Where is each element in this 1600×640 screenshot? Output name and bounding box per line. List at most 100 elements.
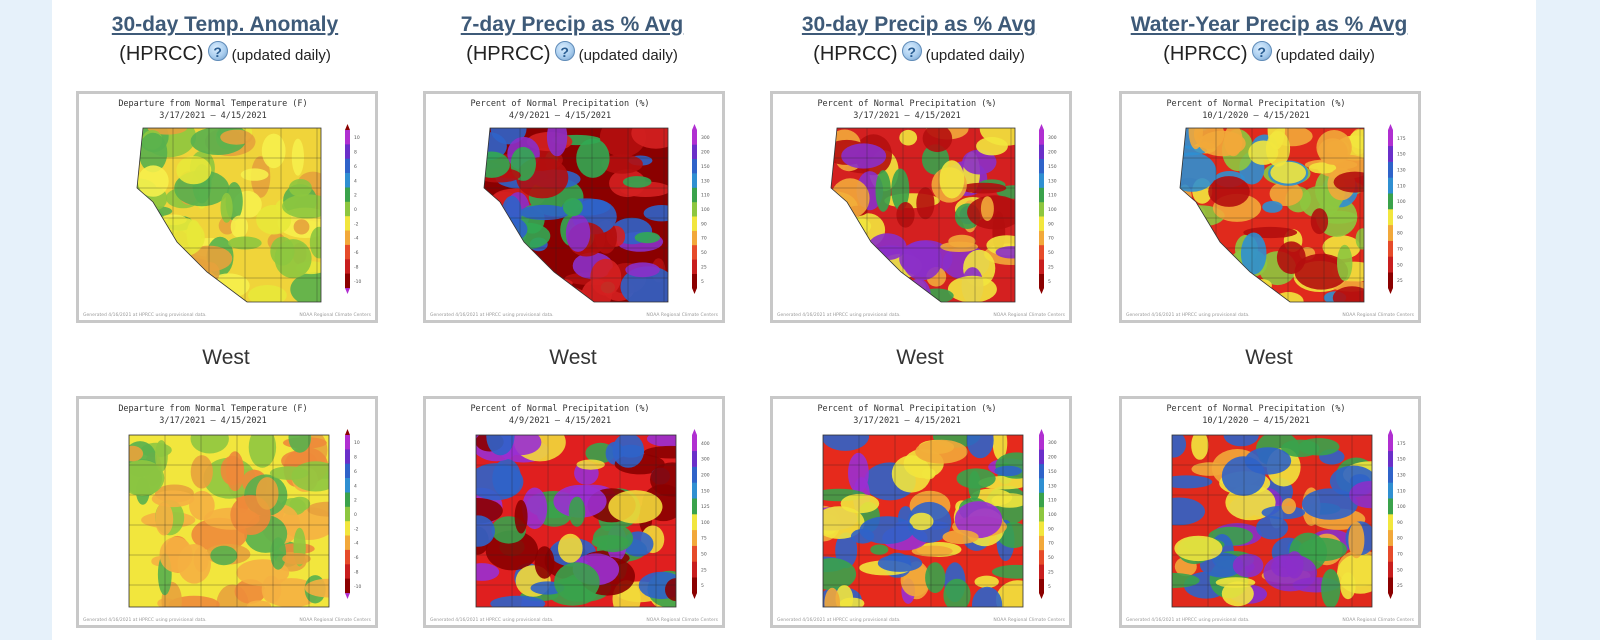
map-footer-credit: Generated 4/16/2021 at HPRCC using provi… [1126,312,1250,318]
title-link-7day-precip[interactable]: 7-day Precip as % Avg [460,13,684,36]
legend-label: 10 [354,135,360,141]
map-dates: 10/1/2020 – 4/15/2021 [1202,416,1309,426]
legend-label: 130 [1397,473,1406,479]
climate-map: Percent of Normal Precipitation (%) 3/17/… [777,99,1066,318]
legend-label: 25 [1048,265,1054,271]
legend-label: 110 [1397,488,1406,494]
legend-label: 100 [1397,199,1406,205]
map-footer-credit: Generated 4/16/2021 at HPRCC using provi… [1126,617,1250,623]
help-icon[interactable]: ? [207,41,228,61]
title-link-wateryear-precip[interactable]: Water-Year Precip as % Avg [1130,13,1408,36]
legend-label: 6 [354,469,357,475]
legend-label: 50 [701,552,707,558]
map-heading: Percent of Normal Precipitation (%) [470,99,649,109]
legend-label: 150 [1048,164,1057,170]
region-label: West [896,346,944,369]
legend-label: -6 [354,555,359,561]
legend-label: 5 [701,583,704,589]
legend-label: 50 [1048,250,1054,256]
map-heading: Percent of Normal Precipitation (%) [470,404,649,414]
legend-label: -10 [354,584,361,590]
map-heading: Departure from Normal Temperature (F) [118,404,307,414]
source-line: (HPRCC)? (updated daily) [754,41,1084,67]
legend-label: 70 [701,236,707,242]
map-dates: 10/1/2020 – 4/15/2021 [1202,111,1309,121]
title-link-30day-precip[interactable]: 30-day Precip as % Avg [801,13,1037,36]
legend-label: 25 [1397,583,1403,589]
map-heading: Departure from Normal Temperature (F) [118,99,307,109]
legend-label: 50 [1397,262,1403,268]
legend-label: 2 [354,498,357,504]
legend-label: 70 [1048,541,1054,547]
legend-label: 300 [701,457,710,463]
map-footer-credit: Generated 4/16/2021 at HPRCC using provi… [777,617,901,623]
climate-map: Departure from Normal Temperature (F) 3/1… [83,99,372,318]
legend-label: 80 [1397,231,1403,237]
map-dates: 3/17/2021 – 4/15/2021 [159,416,266,426]
legend-label: 6 [354,164,357,170]
legend-label: 5 [1048,279,1051,285]
column-wateryear-precip: Water-Year Precip as % Avg (HPRCC)? (upda… [1104,0,1434,67]
climate-map: Percent of Normal Precipitation (%) 4/9/2… [430,99,719,318]
map-heading: Percent of Normal Precipitation (%) [1166,99,1345,109]
legend-label: 90 [1048,526,1054,532]
help-icon[interactable]: ? [554,41,575,61]
legend-label: 50 [701,250,707,256]
updated-note: (updated daily) [925,47,1025,64]
map-dates: 3/17/2021 – 4/15/2021 [853,111,960,121]
climate-map: Departure from Normal Temperature (F) 3/1… [83,404,372,623]
map-thumbnail[interactable]: Departure from Normal Temperature (F) 3/1… [76,91,378,323]
legend-label: 130 [701,178,710,184]
climate-map: Percent of Normal Precipitation (%) 3/17/… [777,404,1066,623]
map-thumbnail[interactable]: Percent of Normal Precipitation (%) 4/9/2… [423,91,725,323]
legend-label: 90 [701,221,707,227]
help-icon[interactable]: ? [1251,41,1272,61]
legend-label: 200 [701,150,710,156]
legend-label: 300 [1048,135,1057,141]
legend-label: -4 [354,236,359,242]
title-link-temp-anomaly[interactable]: 30-day Temp. Anomaly [111,13,339,36]
legend-label: -10 [354,279,361,285]
map-thumbnail[interactable]: Percent of Normal Precipitation (%) 3/17/… [770,396,1072,628]
map-heading: Percent of Normal Precipitation (%) [1166,404,1345,414]
map-footer-source: NOAA Regional Climate Centers [646,617,718,623]
legend-label: 150 [701,164,710,170]
legend-label: 175 [1397,136,1406,142]
legend-label: 5 [701,279,704,285]
legend-label: 110 [701,193,710,199]
map-dates: 3/17/2021 – 4/15/2021 [159,111,266,121]
help-icon[interactable]: ? [901,41,922,61]
legend-label: 100 [1397,504,1406,510]
updated-note: (updated daily) [231,47,331,64]
source-line: (HPRCC)? (updated daily) [60,41,390,67]
source-line: (HPRCC)? (updated daily) [1104,41,1434,67]
legend-label: -2 [354,221,359,227]
column-7day-precip: 7-day Precip as % Avg (HPRCC)? (updated d… [407,0,737,67]
map-thumbnail[interactable]: Percent of Normal Precipitation (%) 10/1/… [1119,91,1421,323]
map-thumbnail[interactable]: Departure from Normal Temperature (F) 3/1… [76,396,378,628]
legend-label: -4 [354,541,359,547]
legend-label: 90 [1397,520,1403,526]
map-thumbnail[interactable]: Percent of Normal Precipitation (%) 3/17/… [770,91,1072,323]
legend-label: 110 [1397,183,1406,189]
updated-note: (updated daily) [578,47,678,64]
legend-label: 4 [354,178,357,184]
source-line: (HPRCC)? (updated daily) [407,41,737,67]
legend-label: 200 [1048,150,1057,156]
climate-map: Percent of Normal Precipitation (%) 10/1/… [1126,404,1415,623]
legend-label: 300 [701,135,710,141]
region-label: West [1245,346,1293,369]
legend-label: 8 [354,455,357,461]
map-heading: Percent of Normal Precipitation (%) [817,404,996,414]
map-thumbnail[interactable]: Percent of Normal Precipitation (%) 4/9/2… [423,396,725,628]
legend-label: 130 [1048,483,1057,489]
legend-label: 100 [701,207,710,213]
legend-label: 0 [354,512,357,518]
source-label: (HPRCC) [119,43,204,65]
map-thumbnail[interactable]: Percent of Normal Precipitation (%) 10/1/… [1119,396,1421,628]
legend-label: 70 [1397,552,1403,558]
map-footer-source: NOAA Regional Climate Centers [299,312,371,318]
legend-label: 10 [354,440,360,446]
legend-label: 150 [701,488,710,494]
map-dates: 3/17/2021 – 4/15/2021 [853,416,960,426]
